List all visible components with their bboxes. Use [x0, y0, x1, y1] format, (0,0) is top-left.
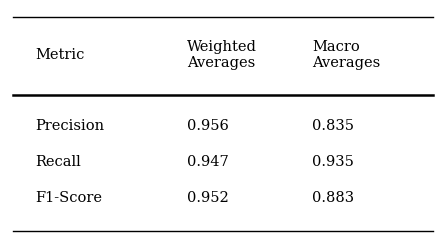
Text: 0.883: 0.883	[312, 191, 354, 204]
Text: Macro
Averages: Macro Averages	[312, 40, 380, 70]
Text: Metric: Metric	[36, 48, 85, 62]
Text: 0.935: 0.935	[312, 155, 354, 169]
Text: Weighted
Averages: Weighted Averages	[187, 40, 257, 70]
Text: Recall: Recall	[36, 155, 82, 169]
Text: F1-Score: F1-Score	[36, 191, 103, 204]
Text: 0.835: 0.835	[312, 119, 354, 133]
Text: 0.952: 0.952	[187, 191, 229, 204]
Text: 0.947: 0.947	[187, 155, 229, 169]
Text: 0.956: 0.956	[187, 119, 229, 133]
Text: Precision: Precision	[36, 119, 105, 133]
